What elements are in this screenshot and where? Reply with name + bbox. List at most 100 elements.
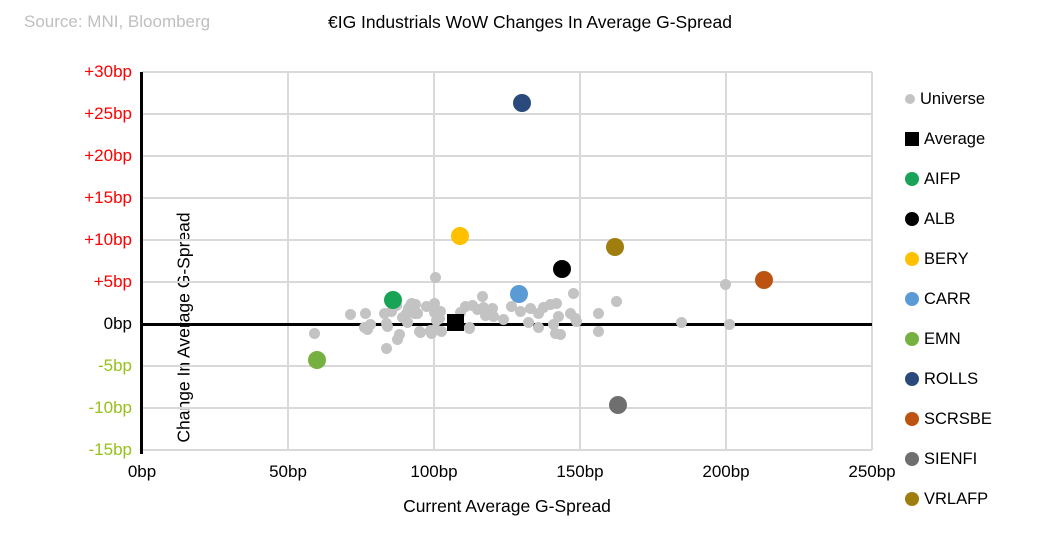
y-tick-label: +15bp <box>84 188 132 207</box>
universe-point <box>551 297 563 309</box>
y-axis-line <box>140 72 143 454</box>
y-tick-label: +30bp <box>84 62 132 81</box>
legend-item-average: Average <box>905 119 1055 159</box>
legend-label: VRLAFP <box>924 489 989 508</box>
universe-point <box>434 312 446 324</box>
universe-point <box>429 297 441 309</box>
universe-point <box>506 300 518 312</box>
legend-marker-circle-icon <box>905 492 919 506</box>
series-point-aifp <box>384 290 403 309</box>
legend-marker-circle-icon <box>905 452 919 466</box>
y-tick-label: -10bp <box>88 398 132 417</box>
legend-label: Average <box>924 129 986 148</box>
universe-point <box>365 318 377 330</box>
x-tick-label: 150bp <box>556 462 604 481</box>
universe-point <box>435 305 447 317</box>
gridline-v <box>871 72 873 450</box>
gridline-h <box>142 71 872 73</box>
gridline-v <box>433 72 435 450</box>
universe-point <box>611 295 623 307</box>
legend-item-aifp: AIFP <box>905 159 1055 199</box>
x-tick-label: 200bp <box>702 462 750 481</box>
universe-point <box>308 327 320 339</box>
gridline-v <box>579 72 581 450</box>
universe-point <box>592 307 604 319</box>
gridline-h <box>142 197 872 199</box>
universe-point <box>402 316 414 328</box>
universe-point <box>429 272 441 284</box>
universe-point <box>359 308 371 320</box>
universe-point <box>344 309 356 321</box>
universe-point <box>720 279 732 291</box>
legend-label: SIENFI <box>924 449 978 468</box>
legend-item-sienfi: SIENFI <box>905 439 1055 479</box>
universe-point <box>548 318 560 330</box>
universe-point <box>479 310 491 322</box>
legend-marker-square-icon <box>905 132 919 146</box>
legend-label: CARR <box>924 289 971 308</box>
universe-point <box>498 314 510 326</box>
legend-label: SCRSBE <box>924 409 992 428</box>
universe-point <box>385 305 397 317</box>
universe-point <box>538 301 549 313</box>
gridline-v <box>287 72 289 450</box>
legend-label: BERY <box>924 249 969 268</box>
universe-point <box>409 299 421 311</box>
legend-marker-circle-icon <box>905 292 919 306</box>
legend-item-carr: CARR <box>905 279 1055 319</box>
universe-point <box>392 333 403 345</box>
y-tick-label: +25bp <box>84 104 132 123</box>
y-tick-label: -15bp <box>88 440 132 459</box>
legend-item-universe: Universe <box>905 79 1055 119</box>
legend-item-rolls: ROLLS <box>905 359 1055 399</box>
legend-item-alb: ALB <box>905 199 1055 239</box>
legend-label: AIFP <box>924 169 961 188</box>
x-tick-label: 250bp <box>848 462 896 481</box>
universe-point <box>478 301 490 313</box>
legend: Universe Average AIFP ALB BERY CARR EMN ROLLS SC… <box>905 79 1055 519</box>
universe-point <box>571 315 583 327</box>
universe-point <box>564 307 576 319</box>
gridline-v <box>725 72 727 450</box>
series-point-average <box>447 313 465 331</box>
series-point-carr <box>509 284 528 303</box>
universe-point <box>430 324 442 336</box>
universe-point <box>533 321 545 333</box>
x-axis-title: Current Average G-Spread <box>403 496 611 516</box>
universe-point <box>544 299 556 311</box>
universe-point <box>420 300 432 312</box>
legend-marker-circle-icon <box>905 372 919 386</box>
legend-label: EMN <box>924 329 961 348</box>
x-tick-label: 0bp <box>127 462 157 481</box>
chart-title: €IG Industrials WoW Changes In Average G… <box>327 12 732 32</box>
legend-marker-circle-icon <box>905 332 919 346</box>
gridline-h <box>142 155 872 157</box>
universe-point <box>435 326 447 338</box>
y-axis-title: Change In Average G-Spread <box>173 212 194 443</box>
universe-point <box>472 304 484 316</box>
gridline-h <box>142 365 872 367</box>
series-point-alb <box>553 259 572 278</box>
legend-item-bery: BERY <box>905 239 1055 279</box>
plot-area: Change In Average G-Spread <box>140 71 873 454</box>
series-point-emn <box>308 351 327 370</box>
universe-point <box>592 326 604 338</box>
gridline-h <box>142 239 872 241</box>
legend-label: ROLLS <box>924 369 979 388</box>
x-tick-label: 50bp <box>269 462 307 481</box>
universe-point <box>455 306 467 318</box>
series-point-rolls <box>512 94 531 113</box>
universe-point <box>514 305 526 317</box>
gridline-h <box>142 449 872 451</box>
legend-marker-circle-icon <box>905 412 919 426</box>
universe-point <box>676 316 688 328</box>
legend-label: ALB <box>924 209 956 228</box>
universe-point <box>380 342 392 354</box>
y-tick-label: -5bp <box>97 356 132 375</box>
y-tick-label: 0bp <box>103 314 132 333</box>
universe-point <box>476 290 488 302</box>
legend-item-emn: EMN <box>905 319 1055 359</box>
x-tick-label: 100bp <box>410 462 458 481</box>
universe-point <box>524 303 536 315</box>
